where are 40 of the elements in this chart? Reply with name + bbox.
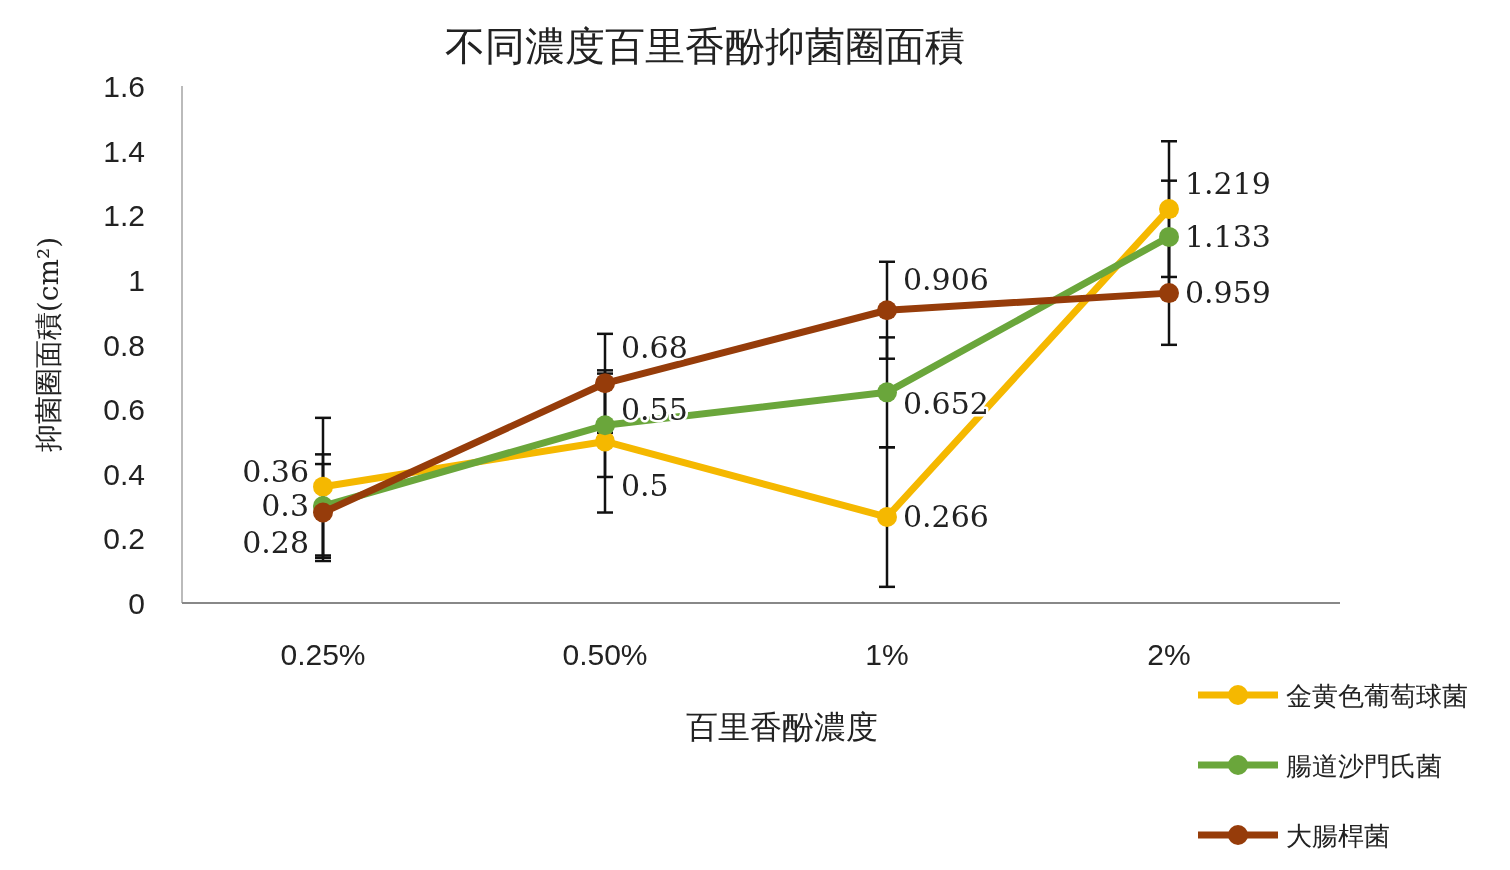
- y-tick-label: 1.6: [103, 70, 145, 103]
- x-tick-label: 0.50%: [562, 638, 648, 671]
- y-tick-label: 1.4: [103, 134, 145, 168]
- legend-label: 金黄色葡萄球菌: [1286, 681, 1468, 711]
- data-label: 0.959: [1185, 275, 1271, 311]
- y-tick-label: 1.2: [103, 199, 145, 233]
- legend-label: 大腸桿菌: [1286, 821, 1390, 851]
- data-label: 0.28: [242, 524, 309, 560]
- point: [595, 373, 615, 394]
- data-label: 1.133: [1185, 218, 1271, 254]
- data-label: 0.266: [903, 499, 989, 535]
- point: [1159, 199, 1179, 220]
- data-label: 0.36: [242, 453, 309, 489]
- data-label: 1.219: [1185, 166, 1271, 202]
- data-label: 0.3: [261, 488, 309, 524]
- point: [595, 415, 615, 436]
- x-tick-label: 0.25%: [280, 638, 366, 671]
- y-tick-label: 0.6: [103, 393, 145, 427]
- point: [313, 476, 333, 497]
- x-tick-label: 1%: [865, 638, 909, 671]
- data-label: 0.68: [621, 330, 688, 366]
- data-label: 0.652: [903, 386, 989, 422]
- point: [1159, 283, 1179, 304]
- y-tick-label: 1: [128, 263, 145, 297]
- x-tick-label: 2%: [1147, 638, 1191, 671]
- y-tick-label: 0: [128, 587, 145, 620]
- y-tick-label: 0.2: [103, 522, 145, 556]
- data-label: 0.906: [903, 262, 989, 298]
- point: [877, 507, 897, 528]
- chart-title: 不同濃度百里香酚抑菌圈面積: [445, 23, 965, 69]
- data-label: 0.5: [621, 468, 669, 504]
- y-tick-label: 0.4: [103, 457, 145, 491]
- legend-label: 腸道沙門氏菌: [1286, 751, 1442, 781]
- point: [1159, 226, 1179, 247]
- point: [313, 502, 333, 523]
- point: [877, 382, 897, 403]
- y-tick-label: 0.8: [103, 328, 145, 362]
- x-axis-title: 百里香酚濃度: [686, 708, 878, 746]
- y-axis-title: 抑菌圈面積(cm²): [32, 236, 65, 453]
- point: [877, 300, 897, 321]
